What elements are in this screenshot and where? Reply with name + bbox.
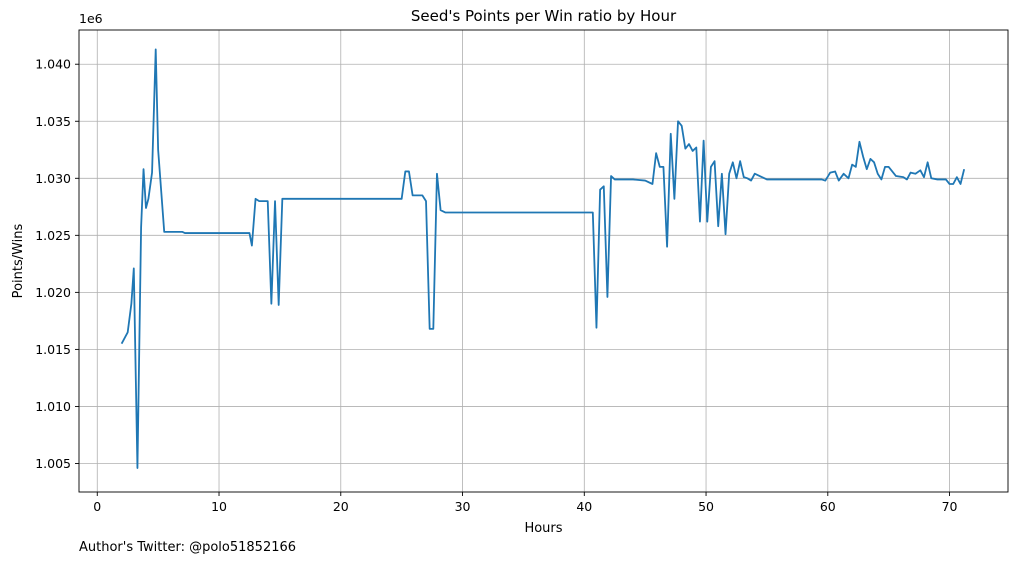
x-tick-label: 10 (211, 499, 227, 514)
x-axis-ticks: 0 10 20 30 40 50 60 70 (93, 492, 958, 514)
y-tick-label: 1.015 (35, 342, 71, 357)
y-axis-offset-text: 1e6 (79, 11, 103, 26)
x-gridlines (96, 30, 950, 492)
y-axis-ticks: 1.005 1.010 1.015 1.020 1.025 1.030 1.035 1.040 (35, 57, 79, 471)
chart-title: Seed's Points per Win ratio by Hour (411, 7, 677, 25)
y-gridlines (79, 63, 1008, 464)
y-tick-label: 1.010 (35, 399, 71, 414)
y-tick-label: 1.030 (35, 171, 71, 186)
y-tick-label: 1.035 (35, 114, 71, 129)
x-tick-label: 40 (576, 499, 592, 514)
x-axis-label: Hours (524, 521, 562, 536)
y-tick-label: 1.020 (35, 285, 71, 300)
x-tick-label: 0 (93, 499, 101, 514)
y-axis-label: Points/Wins (11, 223, 26, 298)
x-tick-label: 60 (820, 499, 836, 514)
x-tick-label: 20 (333, 499, 349, 514)
x-tick-label: 30 (455, 499, 471, 514)
author-credit: Author's Twitter: @polo51852166 (79, 540, 296, 555)
series-line (120, 48, 966, 469)
x-tick-label: 50 (698, 499, 714, 514)
x-tick-label: 70 (942, 499, 958, 514)
plot-area-frame (78, 29, 1009, 493)
y-tick-label: 1.025 (35, 228, 71, 243)
y-tick-label: 1.005 (35, 456, 71, 471)
y-tick-label: 1.040 (35, 57, 71, 72)
